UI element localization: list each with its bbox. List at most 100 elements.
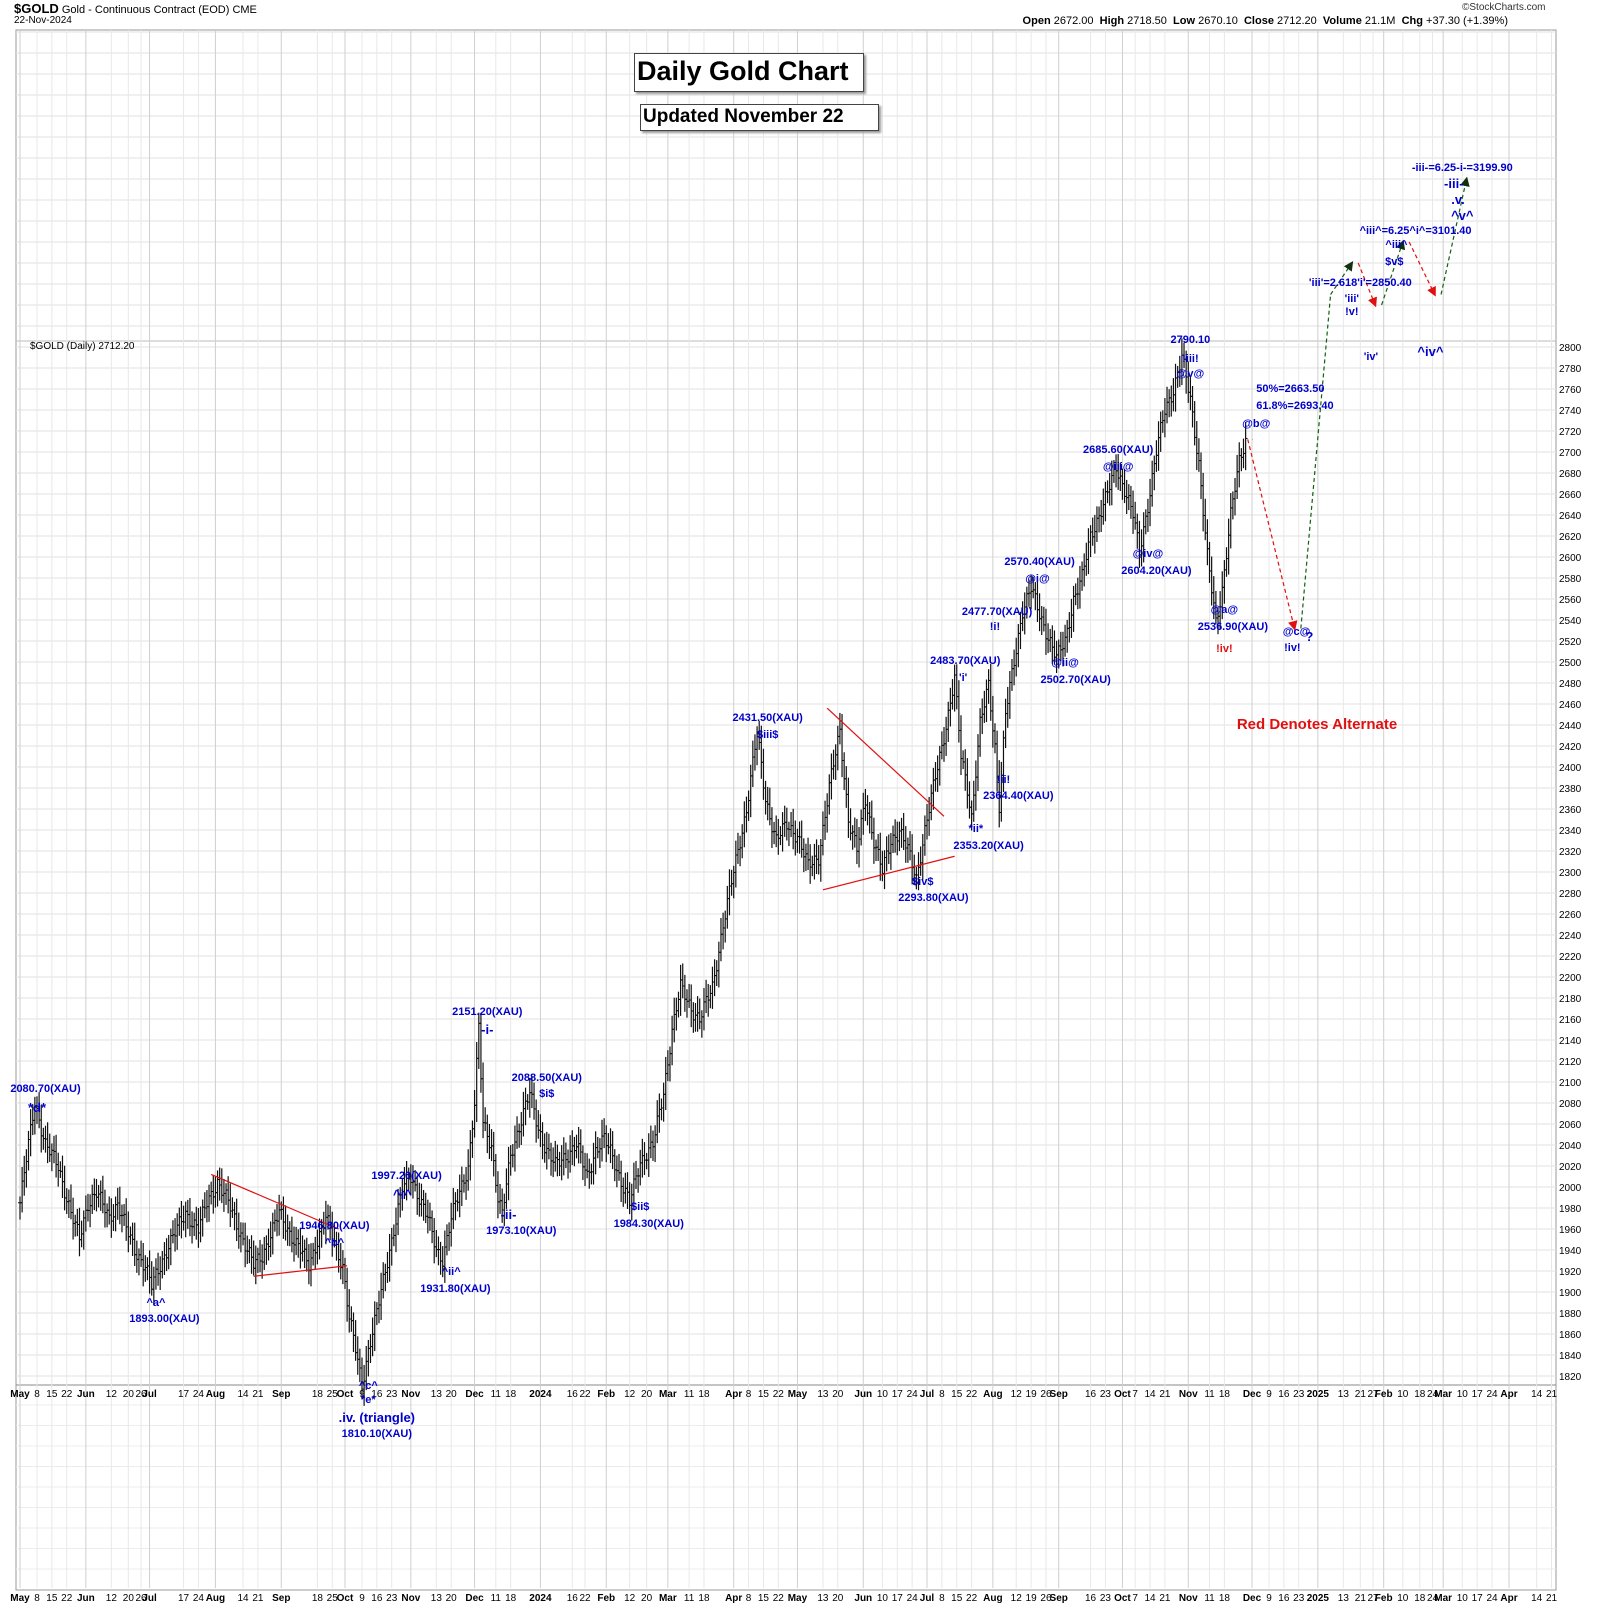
x-tick-label: Aug bbox=[206, 1389, 225, 1400]
x-tick-label: 17 bbox=[178, 1593, 190, 1604]
y-tick-label: 2340 bbox=[1559, 826, 1582, 837]
series-legend: $GOLD (Daily) 2712.20 bbox=[30, 341, 135, 352]
x-tick-label: 22 bbox=[773, 1389, 785, 1400]
y-tick-label: 2240 bbox=[1559, 931, 1582, 942]
x-tick-label: 24 bbox=[907, 1389, 919, 1400]
x-tick-label: 13 bbox=[1338, 1389, 1350, 1400]
high-label: High bbox=[1099, 15, 1125, 27]
x-tick-label: 15 bbox=[46, 1389, 58, 1400]
projection-path bbox=[1330, 261, 1354, 295]
y-tick-label: 2680 bbox=[1559, 469, 1582, 480]
x-tick-label: 16 bbox=[1085, 1389, 1097, 1400]
y-tick-label: 2100 bbox=[1559, 1078, 1582, 1089]
y-tick-label: 2320 bbox=[1559, 847, 1582, 858]
x-tick-label: Dec bbox=[1243, 1593, 1262, 1604]
wave-label: 1973.10(XAU) bbox=[486, 1225, 557, 1238]
chart-subtitle: Updated November 22 bbox=[640, 104, 879, 131]
x-tick-label: Oct bbox=[1114, 1389, 1131, 1400]
wave-label: 2502.70(XAU) bbox=[1040, 673, 1111, 686]
y-tick-label: 1940 bbox=[1559, 1246, 1582, 1257]
y-tick-label: 2760 bbox=[1559, 385, 1582, 396]
y-tick-label: 2600 bbox=[1559, 553, 1582, 564]
y-tick-label: 2060 bbox=[1559, 1120, 1582, 1131]
wave-label: $ii$ bbox=[631, 1201, 650, 1213]
x-tick-label: 22 bbox=[61, 1593, 73, 1604]
x-tick-label: 16 bbox=[1278, 1389, 1290, 1400]
x-tick-label: 21 bbox=[1355, 1389, 1367, 1400]
y-tick-label: 2740 bbox=[1559, 406, 1582, 417]
x-tick-label: 19 bbox=[1026, 1389, 1038, 1400]
x-tick-label: 20 bbox=[641, 1593, 653, 1604]
x-tick-label: 13 bbox=[431, 1593, 443, 1604]
wave-label: ? bbox=[1305, 628, 1314, 644]
x-tick-label: 24 bbox=[193, 1389, 205, 1400]
x-tick-label: Sep bbox=[1050, 1593, 1068, 1604]
wave-label: 'iv' bbox=[1363, 350, 1379, 363]
wave-label: !iii! bbox=[1182, 352, 1199, 365]
x-tick-label: 24 bbox=[907, 1593, 919, 1604]
high-value: 2718.50 bbox=[1127, 15, 1167, 27]
wave-label: 50%=2663.50 bbox=[1256, 383, 1325, 396]
x-tick-label: 15 bbox=[46, 1593, 58, 1604]
x-tick-label: 18 bbox=[312, 1389, 324, 1400]
x-tick-label: 15 bbox=[951, 1593, 963, 1604]
close-value: 2712.20 bbox=[1277, 15, 1317, 27]
x-tick-label: Feb bbox=[1375, 1593, 1393, 1604]
x-tick-label: 17 bbox=[1472, 1389, 1484, 1400]
projection-path bbox=[1247, 439, 1298, 631]
x-tick-label: Nov bbox=[1179, 1593, 1198, 1604]
wave-label: !iv! bbox=[1216, 643, 1233, 656]
low-value: 2670.10 bbox=[1198, 15, 1238, 27]
x-tick-label: 9 bbox=[359, 1593, 365, 1604]
wave-label: 'i' bbox=[958, 671, 968, 684]
x-tick-label: 16 bbox=[1278, 1593, 1290, 1604]
x-tick-label: 8 bbox=[939, 1389, 945, 1400]
x-tick-label: 16 bbox=[567, 1593, 579, 1604]
wave-label: @a@ bbox=[1210, 603, 1239, 616]
wave-label: 2604.20(XAU) bbox=[1121, 564, 1192, 577]
wave-label: 2088.50(XAU) bbox=[511, 1071, 582, 1084]
x-tick-label: 18 bbox=[312, 1593, 324, 1604]
x-tick-label: 25 bbox=[327, 1389, 339, 1400]
wave-label: 1984.30(XAU) bbox=[613, 1217, 684, 1230]
watermark: ©StockCharts.com bbox=[1462, 2, 1546, 13]
x-tick-label: 20 bbox=[832, 1593, 844, 1604]
x-tick-label: 8 bbox=[939, 1593, 945, 1604]
open-value: 2672.00 bbox=[1053, 15, 1094, 27]
x-tick-label: 14 bbox=[1144, 1389, 1156, 1400]
wave-label: 2570.40(XAU) bbox=[1004, 556, 1075, 569]
alternate-note: Red Denotes Alternate bbox=[1236, 716, 1398, 733]
projection-path bbox=[1357, 262, 1377, 308]
y-tick-label: 2080 bbox=[1559, 1099, 1582, 1110]
x-tick-label: 23 bbox=[1293, 1389, 1305, 1400]
x-tick-label: 10 bbox=[1457, 1593, 1469, 1604]
x-tick-label: May bbox=[788, 1593, 808, 1604]
x-tick-label: 21 bbox=[1546, 1389, 1558, 1400]
triangle-trendline bbox=[253, 1265, 348, 1277]
wave-label: *ii* bbox=[968, 823, 984, 835]
y-tick-label: 2380 bbox=[1559, 784, 1582, 795]
x-tick-label: 2024 bbox=[529, 1593, 552, 1604]
x-tick-label: 10 bbox=[1397, 1389, 1409, 1400]
wave-label: !ii! bbox=[996, 773, 1011, 786]
x-tick-label: Apr bbox=[725, 1389, 742, 1400]
wave-label: .v. bbox=[1451, 192, 1465, 207]
wave-label: -iii-=6.25-i-=3199.90 bbox=[1411, 161, 1513, 174]
x-tick-label: 10 bbox=[877, 1593, 889, 1604]
x-tick-label: 27 bbox=[1368, 1593, 1380, 1604]
wave-label: 1946.80(XAU) bbox=[299, 1219, 370, 1232]
x-tick-label: 18 bbox=[1414, 1389, 1426, 1400]
x-tick-label: 10 bbox=[1457, 1389, 1469, 1400]
x-tick-label: Jun bbox=[854, 1593, 872, 1604]
x-tick-label: Apr bbox=[725, 1593, 742, 1604]
x-tick-label: 26 bbox=[1040, 1389, 1052, 1400]
x-tick-label: 14 bbox=[237, 1389, 249, 1400]
wave-label: @c@ bbox=[1282, 625, 1311, 638]
y-tick-label: 2120 bbox=[1559, 1057, 1582, 1068]
chart-date: 22-Nov-2024 bbox=[14, 15, 72, 26]
x-tick-label: Jul bbox=[920, 1593, 935, 1604]
x-tick-label: 11 bbox=[684, 1593, 695, 1604]
wave-label: ^a^ bbox=[146, 1296, 166, 1309]
y-tick-label: 2720 bbox=[1559, 427, 1582, 438]
x-tick-label: 9 bbox=[1266, 1593, 1272, 1604]
